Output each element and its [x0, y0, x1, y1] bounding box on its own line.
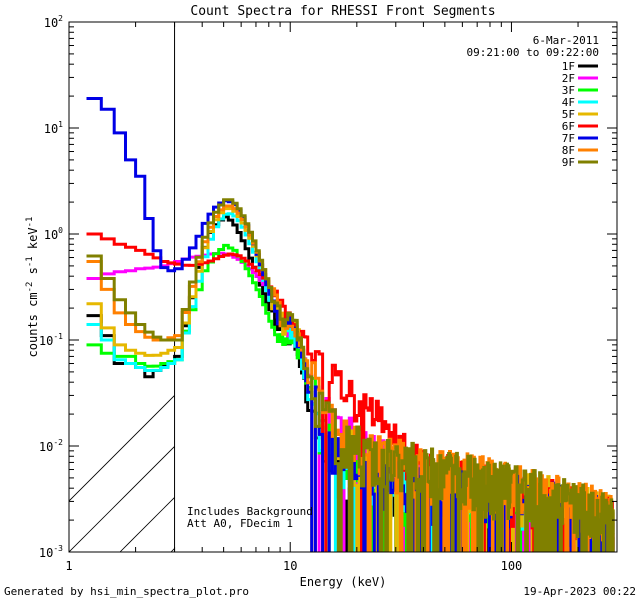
legend-label-9F: 9F: [562, 156, 575, 169]
legend-label-5F: 5F: [562, 108, 575, 121]
hatch-line: [579, 0, 640, 552]
legend-label-4F: 4F: [562, 96, 575, 109]
hatch-line: [630, 0, 640, 552]
generated-by: Generated by hsi_min_spectra_plot.pro: [4, 585, 249, 598]
y-tick-label: 10-3: [39, 544, 63, 560]
legend-label-2F: 2F: [562, 72, 575, 85]
date-label: 6-Mar-2011: [533, 34, 599, 47]
hatched-region: [69, 0, 640, 552]
hatch-line: [528, 0, 640, 552]
legend-label-8F: 8F: [562, 144, 575, 157]
hatch-line: [69, 445, 175, 552]
legend-label-6F: 6F: [562, 120, 575, 133]
y-axis-label: counts cm-2 s-1 keV-1: [25, 217, 40, 358]
x-tick-label: 10: [283, 559, 297, 573]
note-attenuator: Att A0, FDecim 1: [187, 517, 293, 530]
series-line-9F: [86, 198, 615, 552]
note-background: Includes Background: [187, 505, 313, 518]
y-label-sup3: -1: [25, 217, 35, 228]
y-tick-label: 101: [44, 120, 63, 136]
x-tick-label: 100: [501, 559, 523, 573]
y-tick-label: 102: [44, 14, 63, 30]
x-tick-label: 1: [65, 559, 72, 573]
y-tick-label: 10-1: [39, 332, 63, 348]
chart-title: Count Spectra for RHESSI Front Segments: [190, 4, 495, 19]
series-lines: [86, 97, 615, 552]
legend-label-1F: 1F: [562, 60, 575, 73]
axis-ticks: 1 10 100 10-3 10-2 10-1 100 101 102: [39, 14, 618, 573]
y-tick-label: 10-2: [39, 438, 63, 454]
y-label-base: counts cm: [26, 292, 40, 357]
y-tick-label: 100: [44, 226, 63, 242]
y-label-sup1: -2: [25, 282, 35, 293]
hatch-line: [69, 394, 175, 502]
legend-label-3F: 3F: [562, 84, 575, 97]
y-label-mid1: s: [26, 267, 40, 281]
legend-label-7F: 7F: [562, 132, 575, 145]
footer-timestamp: 19-Apr-2023 00:22: [523, 585, 636, 598]
plot-frame: [68, 21, 618, 553]
x-axis-label: Energy (keV): [300, 575, 387, 589]
y-label-sup2: -1: [25, 256, 35, 267]
time-range-label: 09:21:00 to 09:22:00: [467, 46, 599, 59]
y-label-mid2: keV: [26, 227, 40, 256]
